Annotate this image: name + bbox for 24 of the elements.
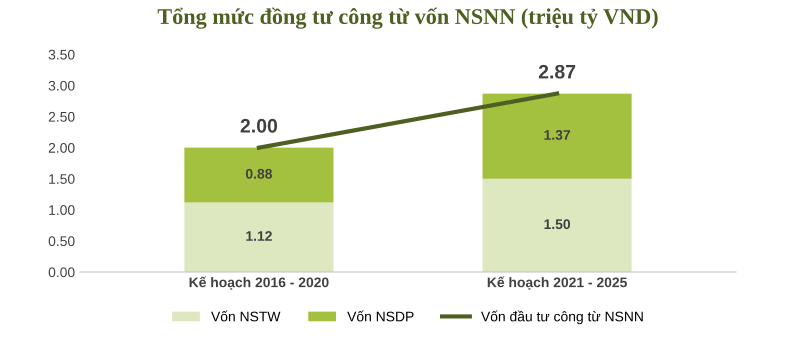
legend-label: Vốn NSTW xyxy=(211,310,280,322)
y-tick-label: 3.00 xyxy=(48,80,75,91)
y-tick-label: 1.50 xyxy=(49,174,75,184)
y-tick-label: 2.00 xyxy=(48,142,75,153)
y-tick-label: 2.50 xyxy=(48,112,75,122)
y-tick-label: 0.00 xyxy=(48,267,75,278)
bar xyxy=(184,148,334,202)
data-label: 2.87 xyxy=(538,64,576,79)
legend-label: Vốn NSDP xyxy=(347,310,414,322)
legend-label: Vốn đầu tư công từ NSNN xyxy=(481,310,643,324)
data-label: 2.00 xyxy=(240,118,278,133)
bar xyxy=(482,94,632,179)
bar xyxy=(184,202,334,272)
data-label: 1.37 xyxy=(544,130,570,140)
data-label: 0.88 xyxy=(246,168,272,179)
x-tick-label: Kế hoạch 2016 - 2020 xyxy=(190,276,329,290)
chart-title: Tổng mức đồng tư công từ vốn NSNN (triệu tỷ VND) xyxy=(158,8,658,29)
data-label: 1.50 xyxy=(544,219,570,230)
data-label: 1.12 xyxy=(246,231,272,241)
y-tick-label: 1.00 xyxy=(49,205,75,215)
x-tick-label: Kế hoạch 2021 - 2025 xyxy=(488,276,627,290)
y-tick-label: 3.50 xyxy=(48,50,75,60)
bar xyxy=(482,178,632,272)
y-tick-label: 0.50 xyxy=(48,236,75,246)
